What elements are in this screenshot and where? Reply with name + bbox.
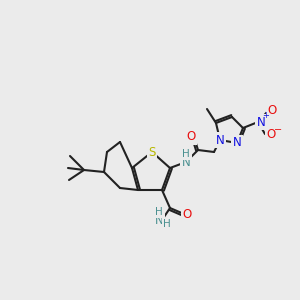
Text: +: +: [262, 112, 269, 121]
Text: O: O: [267, 104, 277, 118]
Text: N: N: [256, 116, 266, 128]
Text: O: O: [182, 208, 192, 220]
Text: H: H: [163, 219, 171, 229]
Text: H: H: [182, 149, 190, 159]
Text: N: N: [154, 214, 164, 226]
Text: O: O: [186, 130, 196, 143]
Text: H: H: [155, 207, 163, 217]
Text: S: S: [148, 146, 156, 158]
Text: O: O: [266, 128, 276, 140]
Text: −: −: [274, 125, 282, 135]
Text: N: N: [216, 134, 224, 146]
Text: N: N: [232, 136, 242, 149]
Text: N: N: [182, 155, 190, 169]
